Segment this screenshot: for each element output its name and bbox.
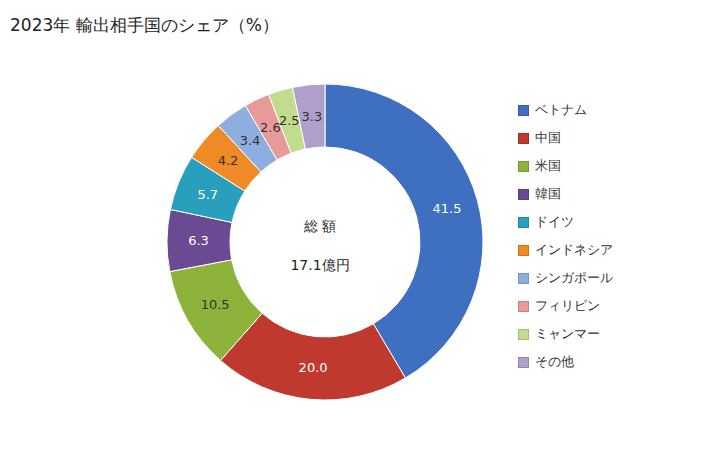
html-text:米国: 米国 xyxy=(535,158,561,173)
svg-text:3.4: 3.4 xyxy=(240,133,261,148)
html-text:その他: その他 xyxy=(535,354,574,369)
svg-text:41.5: 41.5 xyxy=(433,201,462,216)
html-text:ドイツ: ドイツ xyxy=(535,214,574,229)
svg-text:3.3: 3.3 xyxy=(302,109,323,124)
svg-text:4.2: 4.2 xyxy=(218,153,239,168)
html-text:中国: 中国 xyxy=(535,130,561,145)
html-text:インドネシア: インドネシア xyxy=(535,242,613,257)
svg-text:10.5: 10.5 xyxy=(201,297,230,312)
html-text:17.1億円: 17.1億円 xyxy=(290,257,350,273)
svg-text:5.7: 5.7 xyxy=(197,187,218,202)
html-text:韓国: 韓国 xyxy=(535,186,561,201)
svg-text:6.3: 6.3 xyxy=(188,233,209,248)
html-text:ベトナム: ベトナム xyxy=(535,102,587,117)
html-text:フィリピン: フィリピン xyxy=(535,298,600,313)
html-text:シンガポール: シンガポール xyxy=(535,270,613,285)
svg-text:2.6: 2.6 xyxy=(260,120,281,135)
html-text:ミャンマー: ミャンマー xyxy=(535,326,600,341)
html-text:総 額: 総 額 xyxy=(303,218,337,234)
html-text:2023年 輸出相手国のシェア（%）: 2023年 輸出相手国のシェア（%） xyxy=(10,15,279,35)
svg-text:20.0: 20.0 xyxy=(299,360,328,375)
svg-text:2.5: 2.5 xyxy=(279,113,300,128)
